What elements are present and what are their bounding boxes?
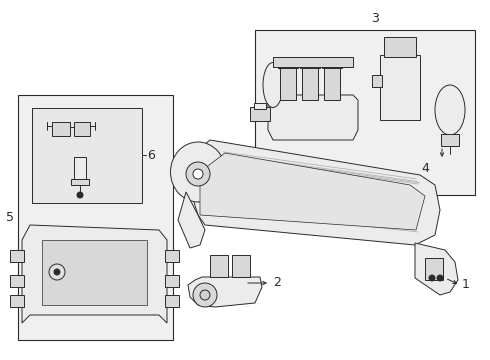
Bar — [42, 240, 147, 305]
Circle shape — [49, 264, 65, 280]
Bar — [302, 65, 318, 100]
Circle shape — [54, 269, 60, 275]
Text: 2: 2 — [273, 276, 281, 289]
Polygon shape — [268, 95, 358, 140]
Bar — [10, 295, 24, 307]
Circle shape — [77, 192, 83, 198]
Circle shape — [186, 162, 210, 186]
Polygon shape — [190, 140, 440, 245]
Circle shape — [437, 275, 443, 281]
Bar — [441, 134, 459, 146]
Bar — [300, 60, 320, 68]
Bar — [71, 179, 89, 185]
Bar — [250, 107, 270, 121]
Bar — [52, 122, 70, 136]
Bar — [74, 122, 90, 136]
Polygon shape — [22, 225, 167, 323]
Bar — [165, 250, 179, 262]
Bar — [322, 60, 342, 68]
Bar — [32, 108, 142, 203]
Polygon shape — [415, 243, 458, 295]
Bar — [18, 95, 173, 340]
Bar — [280, 65, 296, 100]
Ellipse shape — [263, 63, 283, 108]
Bar — [210, 255, 228, 277]
Circle shape — [200, 290, 210, 300]
Text: 3: 3 — [371, 12, 379, 24]
Bar — [165, 275, 179, 287]
Circle shape — [193, 169, 203, 179]
Circle shape — [193, 283, 217, 307]
Text: 5: 5 — [6, 211, 14, 224]
Polygon shape — [188, 277, 262, 307]
Bar — [372, 75, 382, 87]
Bar — [380, 55, 420, 120]
Text: 4: 4 — [421, 162, 429, 175]
Text: 1: 1 — [462, 279, 470, 292]
Bar — [425, 258, 443, 280]
Polygon shape — [273, 57, 353, 67]
Bar — [165, 295, 179, 307]
Bar — [278, 60, 298, 68]
Bar — [255, 30, 475, 195]
Bar — [254, 103, 266, 109]
Circle shape — [429, 275, 435, 281]
Text: 6: 6 — [147, 149, 155, 162]
Bar — [10, 275, 24, 287]
Bar — [74, 157, 86, 179]
Polygon shape — [178, 192, 205, 248]
Bar — [324, 65, 340, 100]
Bar — [232, 255, 250, 277]
Ellipse shape — [435, 85, 465, 135]
Bar — [384, 37, 416, 57]
Polygon shape — [200, 153, 425, 230]
Ellipse shape — [171, 142, 225, 202]
Bar — [10, 250, 24, 262]
